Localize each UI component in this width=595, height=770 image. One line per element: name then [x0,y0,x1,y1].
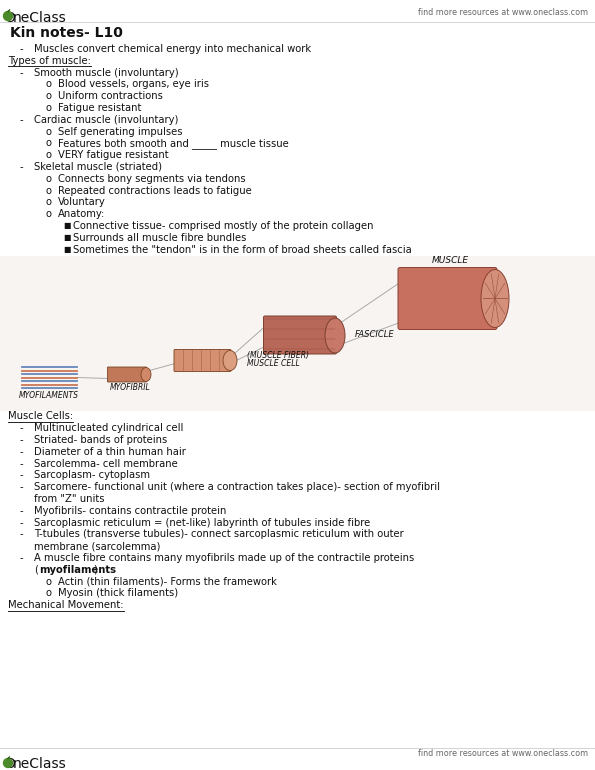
Ellipse shape [481,270,509,327]
Text: o: o [45,91,51,101]
Text: -: - [20,447,24,457]
Text: Sarcoplasmic reticulum = (net-like) labyrinth of tubules inside fibre: Sarcoplasmic reticulum = (net-like) laby… [34,517,370,527]
Text: -: - [20,517,24,527]
Text: Sarcomere- functional unit (where a contraction takes place)- section of myofibr: Sarcomere- functional unit (where a cont… [34,482,440,492]
Text: o: o [45,79,51,89]
Text: MUSCLE CELL: MUSCLE CELL [247,359,300,368]
Ellipse shape [141,367,151,381]
Text: Myosin (thick filaments): Myosin (thick filaments) [58,588,178,598]
Text: -: - [20,482,24,492]
Text: Blood vessels, organs, eye iris: Blood vessels, organs, eye iris [58,79,209,89]
Text: Multinucleated cylindrical cell: Multinucleated cylindrical cell [34,424,183,434]
Text: Types of muscle:: Types of muscle: [8,55,91,65]
Text: Voluntary: Voluntary [58,197,106,207]
Ellipse shape [325,318,345,353]
Text: Connective tissue- comprised mostly of the protein collagen: Connective tissue- comprised mostly of t… [73,221,374,231]
Text: ■: ■ [63,221,70,230]
Text: MUSCLE: MUSCLE [431,256,469,266]
Text: o: o [45,197,51,207]
Text: Myofibrils- contains contractile protein: Myofibrils- contains contractile protein [34,506,226,516]
Text: Fatigue resistant: Fatigue resistant [58,103,142,113]
Text: -: - [20,162,24,172]
Text: -: - [20,68,24,78]
Text: o: o [45,577,51,587]
Text: neClass: neClass [12,758,66,770]
Circle shape [4,758,12,768]
FancyBboxPatch shape [398,267,497,330]
Text: Mechanical Movement:: Mechanical Movement: [8,600,124,610]
Text: Muscles convert chemical energy into mechanical work: Muscles convert chemical energy into mec… [34,44,311,54]
Text: ): ) [93,565,97,574]
Text: Uniform contractions: Uniform contractions [58,91,163,101]
Text: ■: ■ [63,233,70,242]
Text: FASCICLE: FASCICLE [355,330,394,339]
Text: -: - [20,470,24,480]
FancyBboxPatch shape [174,350,231,371]
Text: -: - [20,44,24,54]
Text: MYOFILAMENTS: MYOFILAMENTS [19,391,79,400]
Text: Diameter of a thin human hair: Diameter of a thin human hair [34,447,186,457]
Text: Cardiac muscle (involuntary): Cardiac muscle (involuntary) [34,115,178,125]
Text: O: O [5,11,15,25]
Text: Smooth muscle (involuntary): Smooth muscle (involuntary) [34,68,178,78]
Text: O: O [5,758,15,770]
Text: o: o [45,186,51,196]
Text: Self generating impulses: Self generating impulses [58,126,183,136]
Text: Sarcoplasm- cytoplasm: Sarcoplasm- cytoplasm [34,470,150,480]
Text: myofilaments: myofilaments [39,565,116,574]
Text: -: - [20,530,24,540]
Text: o: o [45,150,51,160]
Text: -: - [20,435,24,445]
Text: Anatomy:: Anatomy: [58,209,105,219]
Ellipse shape [223,350,237,370]
Text: Muscle Cells:: Muscle Cells: [8,411,73,421]
Text: (MUSCLE FIBER): (MUSCLE FIBER) [247,351,309,360]
Text: Surrounds all muscle fibre bundles: Surrounds all muscle fibre bundles [73,233,246,243]
Text: Sometimes the "tendon" is in the form of broad sheets called fascia: Sometimes the "tendon" is in the form of… [73,245,412,255]
Text: MYOFIBRIL: MYOFIBRIL [109,383,151,393]
Text: Striated- bands of proteins: Striated- bands of proteins [34,435,167,445]
Text: membrane (sarcolemma): membrane (sarcolemma) [34,541,161,551]
Text: find more resources at www.oneclass.com: find more resources at www.oneclass.com [418,8,588,17]
Text: Actin (thin filaments)- Forms the framework: Actin (thin filaments)- Forms the framew… [58,577,277,587]
Text: o: o [45,174,51,184]
FancyBboxPatch shape [108,367,146,382]
Text: find more resources at www.oneclass.com: find more resources at www.oneclass.com [418,749,588,758]
FancyBboxPatch shape [264,316,337,354]
Text: o: o [45,126,51,136]
Text: VERY fatigue resistant: VERY fatigue resistant [58,150,168,160]
Text: o: o [45,588,51,598]
Text: o: o [45,209,51,219]
Text: -: - [20,115,24,125]
Text: Kin notes- L10: Kin notes- L10 [10,26,123,40]
Text: o: o [45,103,51,113]
Text: o: o [45,139,51,149]
Text: (: ( [34,565,38,574]
Text: -: - [20,459,24,469]
Circle shape [4,12,12,21]
Text: T-tubules (transverse tubules)- connect sarcoplasmic reticulum with outer: T-tubules (transverse tubules)- connect … [34,530,404,540]
Text: -: - [20,506,24,516]
Text: Sarcolemma- cell membrane: Sarcolemma- cell membrane [34,459,178,469]
Text: Features both smooth and _____ muscle tissue: Features both smooth and _____ muscle ti… [58,139,289,149]
Text: -: - [20,424,24,434]
Text: neClass: neClass [12,11,66,25]
Text: A muscle fibre contains many myofibrils made up of the contractile proteins: A muscle fibre contains many myofibrils … [34,553,414,563]
Bar [0,256,595,411]
Text: Skeletal muscle (striated): Skeletal muscle (striated) [34,162,162,172]
Text: -: - [20,553,24,563]
Text: Connects bony segments via tendons: Connects bony segments via tendons [58,174,246,184]
Text: Repeated contractions leads to fatigue: Repeated contractions leads to fatigue [58,186,252,196]
Text: ■: ■ [63,245,70,253]
Text: from "Z" units: from "Z" units [34,494,105,504]
